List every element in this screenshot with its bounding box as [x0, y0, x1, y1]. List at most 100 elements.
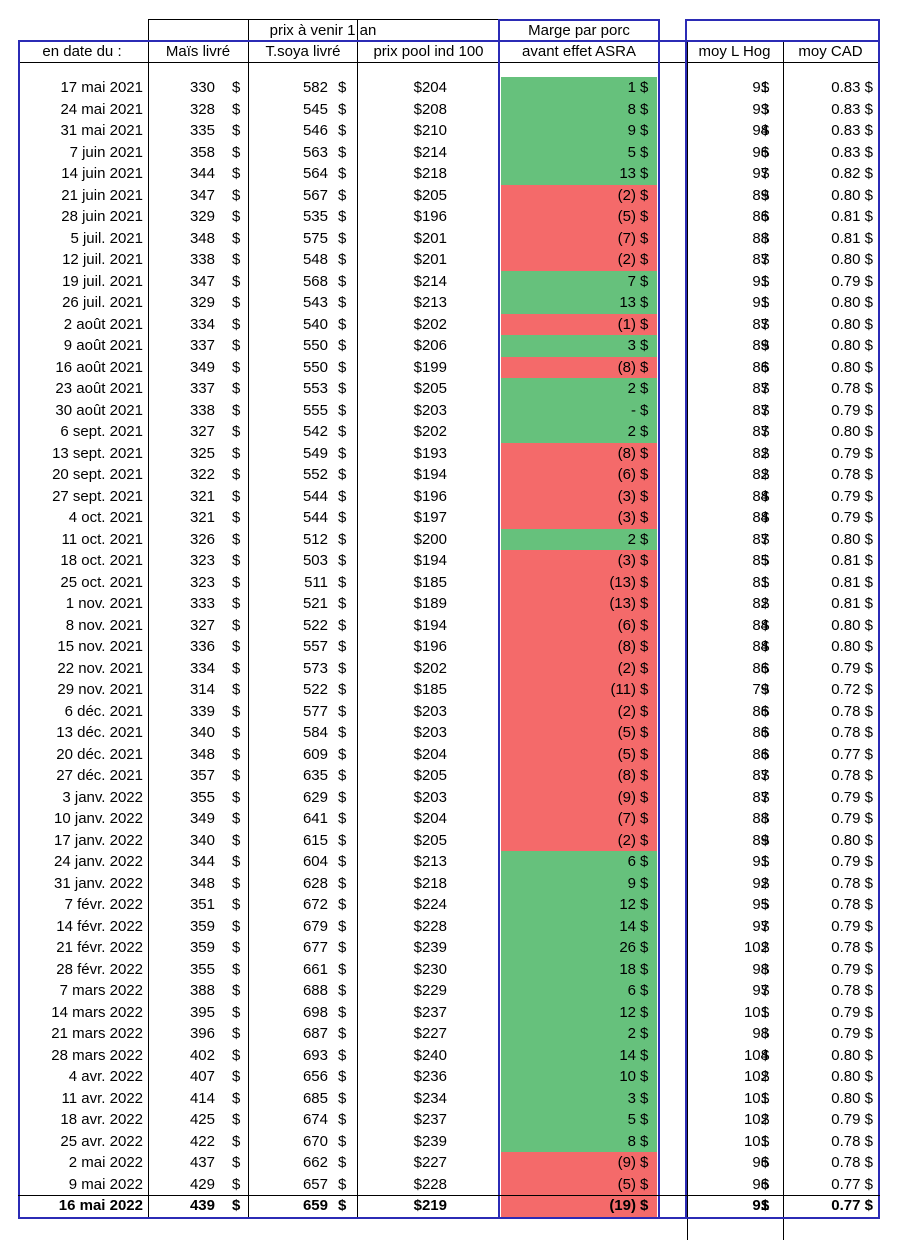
soya-value: 512	[302, 530, 328, 548]
mais-value: 407	[189, 1068, 215, 1085]
currency-symbol: $	[232, 1089, 241, 1107]
currency-symbol: $	[761, 186, 770, 204]
cad-value: 0.77 $	[831, 745, 873, 763]
pool-value: $213	[413, 853, 447, 870]
currency-symbol: $	[338, 380, 347, 397]
soya-value: 553	[302, 380, 328, 397]
currency-symbol: $	[761, 616, 770, 634]
currency-symbol: $	[338, 573, 347, 591]
last-row-line	[18, 1195, 880, 1196]
hog-value: 86	[752, 724, 769, 741]
margin-cell-fill	[501, 1109, 657, 1131]
margin-cell-fill	[501, 1023, 657, 1045]
margin-cell-fill	[501, 851, 657, 873]
date-cell: 21 juin 2021	[61, 186, 143, 204]
hog-value: 93	[752, 100, 769, 118]
margin-value: (2)	[617, 659, 636, 677]
margin-cell-fill	[501, 227, 657, 249]
soya-value: 677	[302, 939, 328, 956]
currency-symbol: $	[761, 1197, 770, 1214]
hog-value: 89	[752, 186, 769, 204]
currency-symbol: $	[338, 186, 347, 204]
currency-symbol: $	[640, 487, 649, 505]
currency-symbol: $	[338, 874, 347, 892]
cad-value: 0.81 $	[831, 552, 873, 569]
date-cell: 15 nov. 2021	[57, 638, 143, 655]
date-cell: 22 nov. 2021	[57, 659, 143, 677]
mais-value: 334	[189, 659, 215, 677]
margin-value: (5)	[617, 724, 636, 741]
date-cell: 17 mai 2021	[60, 79, 143, 96]
margin-cell-fill	[501, 292, 657, 314]
cad-value: 0.83 $	[831, 122, 873, 139]
cad-value: 0.80 $	[831, 638, 873, 655]
currency-symbol: $	[761, 1111, 770, 1128]
currency-symbol: $	[640, 874, 649, 892]
cad-value: 0.79 $	[831, 1003, 873, 1021]
hog-value: 95	[752, 896, 769, 913]
pool-value: $202	[413, 315, 447, 333]
mais-value: 395	[189, 1003, 215, 1021]
margin-value: 5	[627, 143, 636, 161]
currency-symbol: $	[338, 552, 347, 569]
margin-cell-fill	[501, 1130, 657, 1152]
soya-value: 672	[302, 896, 328, 913]
currency-symbol: $	[761, 315, 770, 333]
currency-symbol: $	[640, 1132, 649, 1150]
pool-value: $197	[413, 509, 447, 526]
currency-symbol: $	[761, 681, 770, 698]
currency-symbol: $	[338, 423, 347, 440]
date-cell: 6 sept. 2021	[60, 423, 143, 440]
pool-value: $237	[413, 1003, 447, 1021]
hog-value: 102	[743, 939, 769, 956]
currency-symbol: $	[761, 251, 770, 268]
cad-value: 0.78 $	[831, 1132, 873, 1150]
currency-symbol: $	[640, 401, 649, 419]
pool-value: $228	[413, 1175, 447, 1193]
margin-value: 2	[627, 380, 636, 397]
soya-value: 656	[302, 1068, 328, 1085]
margin-cell-fill	[501, 808, 657, 830]
margin-cell-fill	[501, 1066, 657, 1088]
mais-value: 348	[189, 745, 215, 763]
date-cell: 20 déc. 2021	[56, 745, 143, 763]
pool-value: $228	[413, 917, 447, 935]
currency-symbol: $	[338, 1197, 347, 1214]
currency-symbol: $	[338, 509, 347, 526]
currency-symbol: $	[761, 1132, 770, 1150]
margin-value: 7	[627, 272, 636, 290]
mais-value: 425	[189, 1111, 215, 1128]
date-cell: 13 déc. 2021	[56, 724, 143, 741]
margin-value: (3)	[617, 487, 636, 505]
soya-value: 535	[302, 208, 328, 225]
soya-value: 659	[302, 1197, 328, 1214]
margin-cell-fill	[501, 1044, 657, 1066]
mais-value: 327	[189, 423, 215, 440]
currency-symbol: $	[761, 1025, 770, 1042]
date-cell: 26 juil. 2021	[62, 294, 143, 311]
cad-value: 0.80 $	[831, 315, 873, 333]
soya-value: 522	[302, 616, 328, 634]
margin-value: (1)	[617, 315, 636, 333]
currency-symbol: $	[761, 229, 770, 247]
margin-cell-fill	[501, 614, 657, 636]
margin-cell-fill	[501, 249, 657, 271]
cad-value: 0.72 $	[831, 681, 873, 698]
hog-value: 91	[752, 79, 769, 96]
hog-value: 81	[752, 573, 769, 591]
currency-symbol: $	[338, 681, 347, 698]
currency-symbol: $	[232, 272, 241, 290]
date-cell: 1 nov. 2021	[65, 595, 143, 612]
pool-value: $200	[413, 530, 447, 548]
currency-symbol: $	[761, 79, 770, 96]
pool-value: $227	[413, 1154, 447, 1171]
margin-cell-fill	[501, 77, 657, 99]
currency-symbol: $	[338, 595, 347, 612]
currency-symbol: $	[338, 530, 347, 548]
date-cell: 20 sept. 2021	[52, 466, 143, 483]
margin-cell-fill	[501, 1001, 657, 1023]
currency-symbol: $	[232, 509, 241, 526]
margin-value: (7)	[617, 810, 636, 827]
pool-value: $185	[413, 573, 447, 591]
currency-symbol: $	[640, 315, 649, 333]
